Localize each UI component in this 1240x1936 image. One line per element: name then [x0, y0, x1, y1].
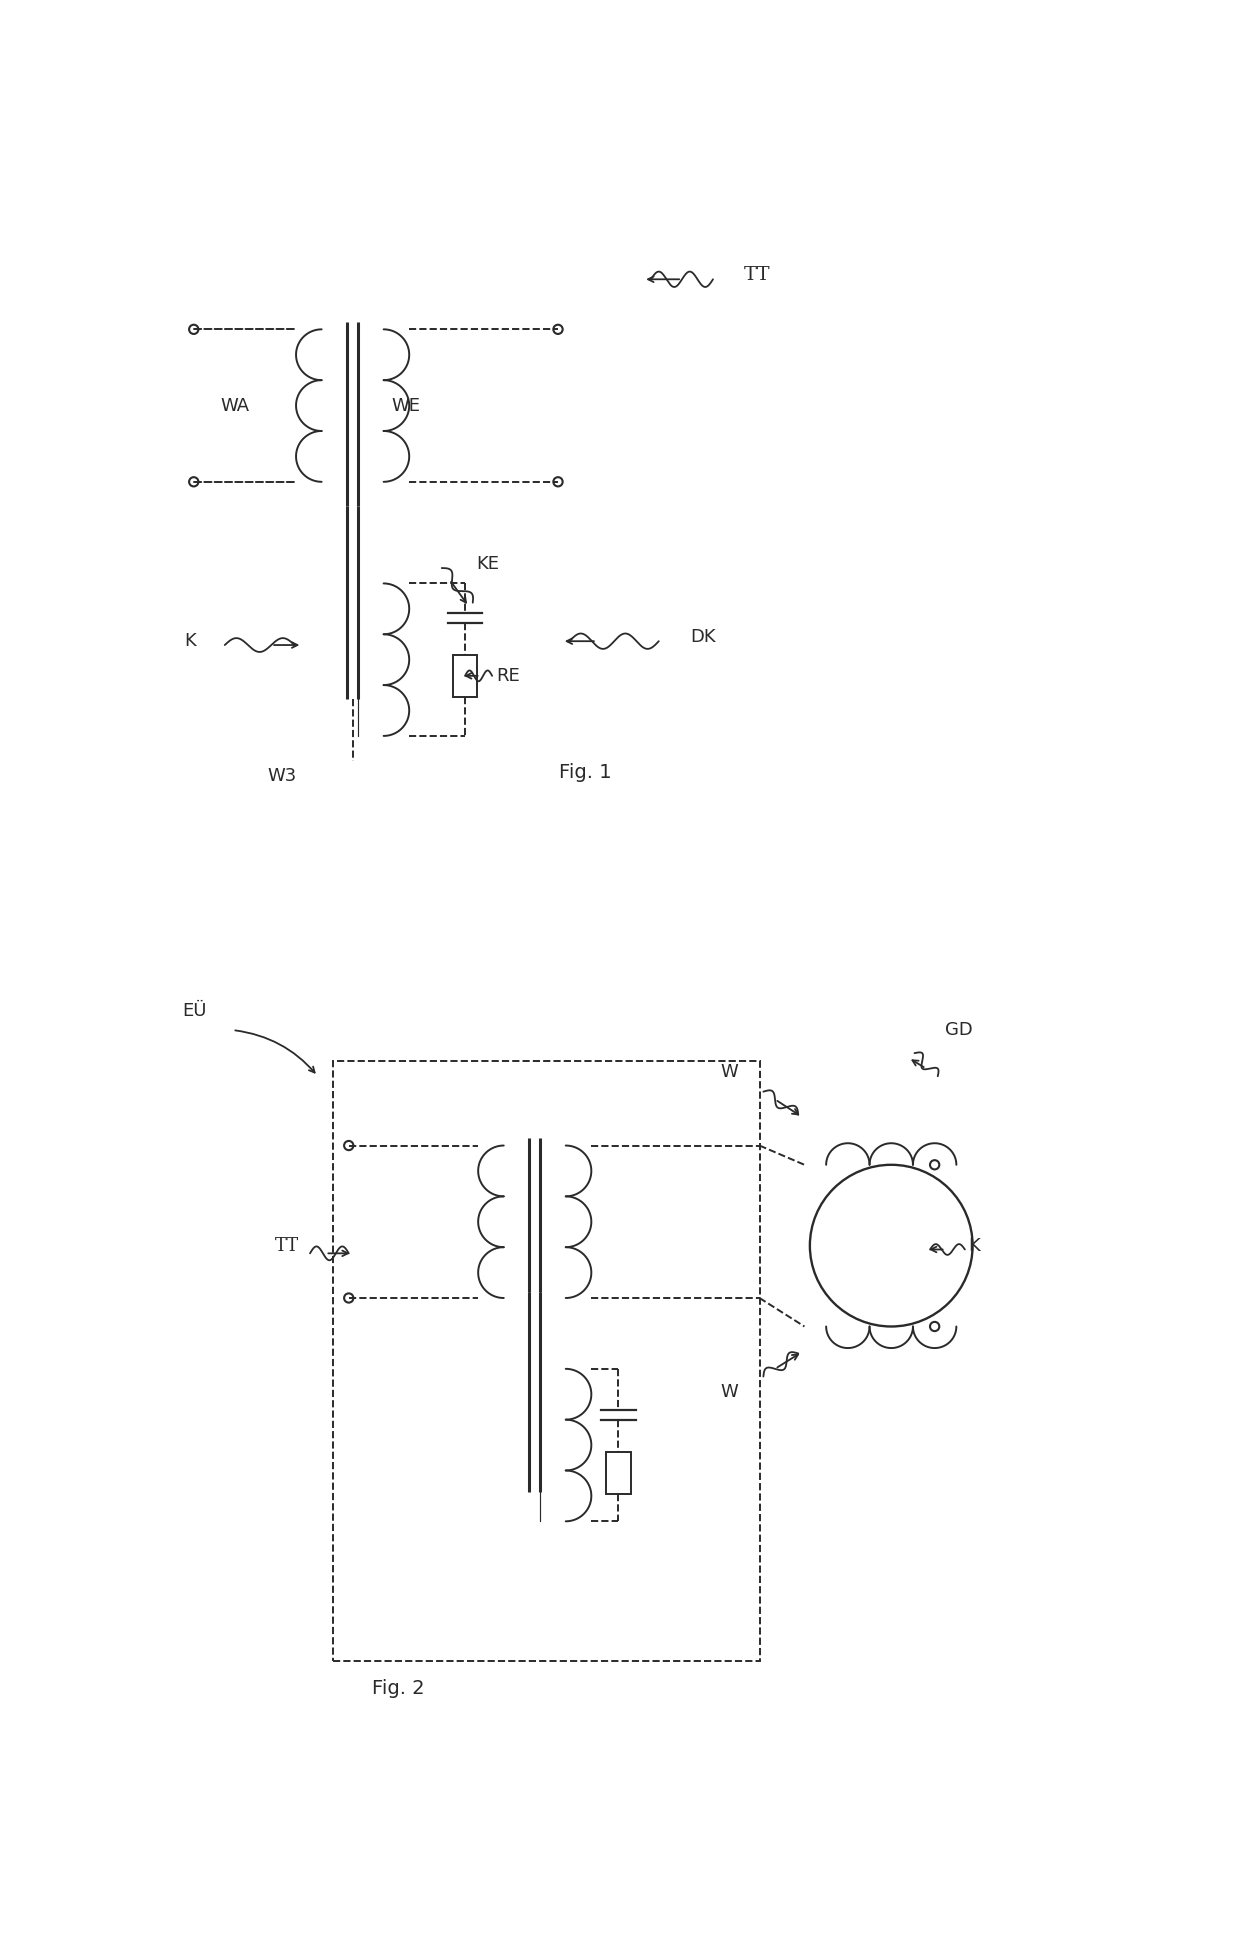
Text: Fig. 2: Fig. 2 — [372, 1679, 424, 1698]
Text: Fig. 1: Fig. 1 — [559, 763, 611, 782]
Text: EÜ: EÜ — [182, 1001, 207, 1020]
Text: KE: KE — [476, 556, 500, 573]
Bar — [606, 1452, 631, 1493]
Text: W: W — [720, 1063, 739, 1082]
Bar — [334, 1061, 759, 1661]
Text: DK: DK — [689, 629, 715, 647]
Bar — [453, 654, 477, 697]
Text: RE: RE — [496, 666, 520, 685]
Text: W3: W3 — [268, 767, 296, 784]
Text: WA: WA — [221, 397, 250, 416]
Text: TT: TT — [744, 267, 770, 285]
Text: W: W — [720, 1382, 739, 1402]
Text: GD: GD — [945, 1020, 973, 1040]
Text: K: K — [968, 1237, 981, 1255]
Text: TT: TT — [275, 1237, 299, 1255]
Text: WE: WE — [392, 397, 420, 416]
Text: K: K — [185, 633, 196, 650]
